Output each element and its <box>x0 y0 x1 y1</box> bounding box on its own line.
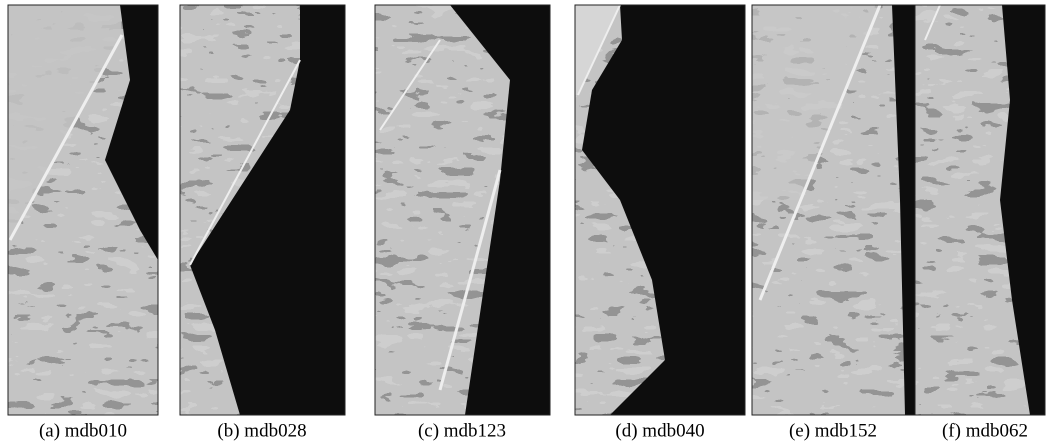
panel <box>180 5 345 415</box>
caption: (d) mdb040 <box>615 420 704 441</box>
caption: (e) mdb152 <box>789 420 877 441</box>
caption: (c) mdb123 <box>418 420 506 441</box>
panel <box>8 5 158 415</box>
panel <box>752 5 915 415</box>
figure: (a) mdb010 (b) mdb028 (c) mdb123 (d) mdb… <box>0 0 1054 444</box>
caption: (f) mdb062 <box>942 420 1028 441</box>
caption: (a) mdb010 <box>39 420 127 441</box>
caption: (b) mdb028 <box>217 420 306 441</box>
panel <box>915 5 1045 415</box>
panel <box>575 5 745 415</box>
panel <box>375 5 550 415</box>
